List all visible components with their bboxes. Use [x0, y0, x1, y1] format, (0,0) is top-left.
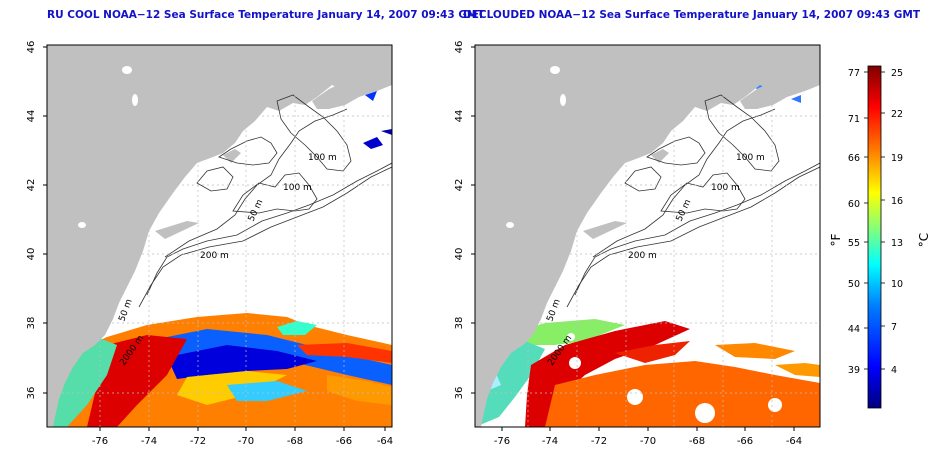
latitude-tick-label: 42: [26, 179, 37, 192]
celsius-tick-label: 19: [891, 153, 903, 164]
latitude-tick-label: 38: [26, 317, 37, 330]
contour-label: 100 m: [283, 183, 312, 193]
longitude-tick-label: -72: [190, 436, 206, 447]
fahrenheit-unit-label: °F: [829, 233, 843, 246]
contour-label: 100 m: [711, 183, 740, 193]
fahrenheit-tick-label: 66: [848, 153, 860, 164]
longitude-tick-label: -66: [737, 436, 753, 447]
longitude-tick-label: -76: [494, 436, 510, 447]
latitude-tick-label: 46: [454, 41, 465, 54]
longitude-tick-label: -74: [141, 436, 157, 447]
latitude-tick-label: 46: [26, 41, 37, 54]
left-map-title: RU COOL NOAA−12 Sea Surface Temperature …: [47, 9, 485, 21]
celsius-tick-label: 4: [891, 365, 897, 376]
celsius-tick-label: 25: [891, 68, 903, 79]
fahrenheit-tick-label: 55: [848, 238, 860, 249]
latitude-tick-label: 40: [26, 248, 37, 261]
longitude-tick-label: -64: [786, 436, 802, 447]
latitude-tick-label: 44: [454, 110, 465, 123]
latitude-tick-label: 44: [26, 110, 37, 123]
latitude-tick-label: 38: [454, 317, 465, 330]
right-map-panel: 100 m 100 m 50 m 200 m 50 m 2000 m -76 -…: [454, 41, 821, 447]
latitude-tick-label: 42: [454, 179, 465, 192]
celsius-unit-label: °C: [917, 233, 931, 247]
fahrenheit-tick-label: 71: [848, 114, 860, 125]
temperature-colorbar: °F °C 77 71 66 60 55 50 44 39 25 22 19 1…: [829, 65, 931, 409]
fahrenheit-tick-label: 60: [848, 199, 860, 210]
latitude-tick-label: 36: [454, 387, 465, 400]
longitude-tick-label: -70: [238, 436, 254, 447]
longitude-tick-label: -72: [591, 436, 607, 447]
celsius-tick-label: 16: [891, 196, 903, 207]
longitude-tick-label: -68: [287, 436, 303, 447]
latitude-tick-label: 40: [454, 248, 465, 261]
contour-label: 200 m: [200, 251, 229, 261]
celsius-tick-label: 10: [891, 279, 903, 290]
left-sst-field: [47, 63, 392, 427]
colorbar-gradient: [867, 65, 882, 409]
fahrenheit-tick-label: 77: [848, 68, 860, 79]
fahrenheit-tick-label: 44: [848, 324, 860, 335]
latitude-tick-label: 36: [26, 387, 37, 400]
longitude-tick-label: -66: [336, 436, 352, 447]
contour-label: 200 m: [628, 251, 657, 261]
contour-label: 100 m: [736, 153, 765, 163]
longitude-tick-label: -68: [689, 436, 705, 447]
longitude-tick-label: -76: [92, 436, 108, 447]
contour-label: 100 m: [308, 153, 337, 163]
left-map-panel: 100 m 100 m 50 m 200 m 50 m 2000 m -76 -…: [26, 41, 393, 447]
longitude-tick-label: -64: [377, 436, 393, 447]
celsius-tick-label: 7: [891, 322, 897, 333]
fahrenheit-tick-label: 50: [848, 279, 860, 290]
right-map-title: DECLOUDED NOAA−12 Sea Surface Temperatur…: [463, 9, 920, 21]
longitude-tick-label: -70: [640, 436, 656, 447]
fahrenheit-tick-label: 39: [848, 365, 860, 376]
longitude-tick-label: -74: [542, 436, 558, 447]
celsius-tick-label: 13: [891, 238, 903, 249]
celsius-tick-label: 22: [891, 109, 903, 120]
